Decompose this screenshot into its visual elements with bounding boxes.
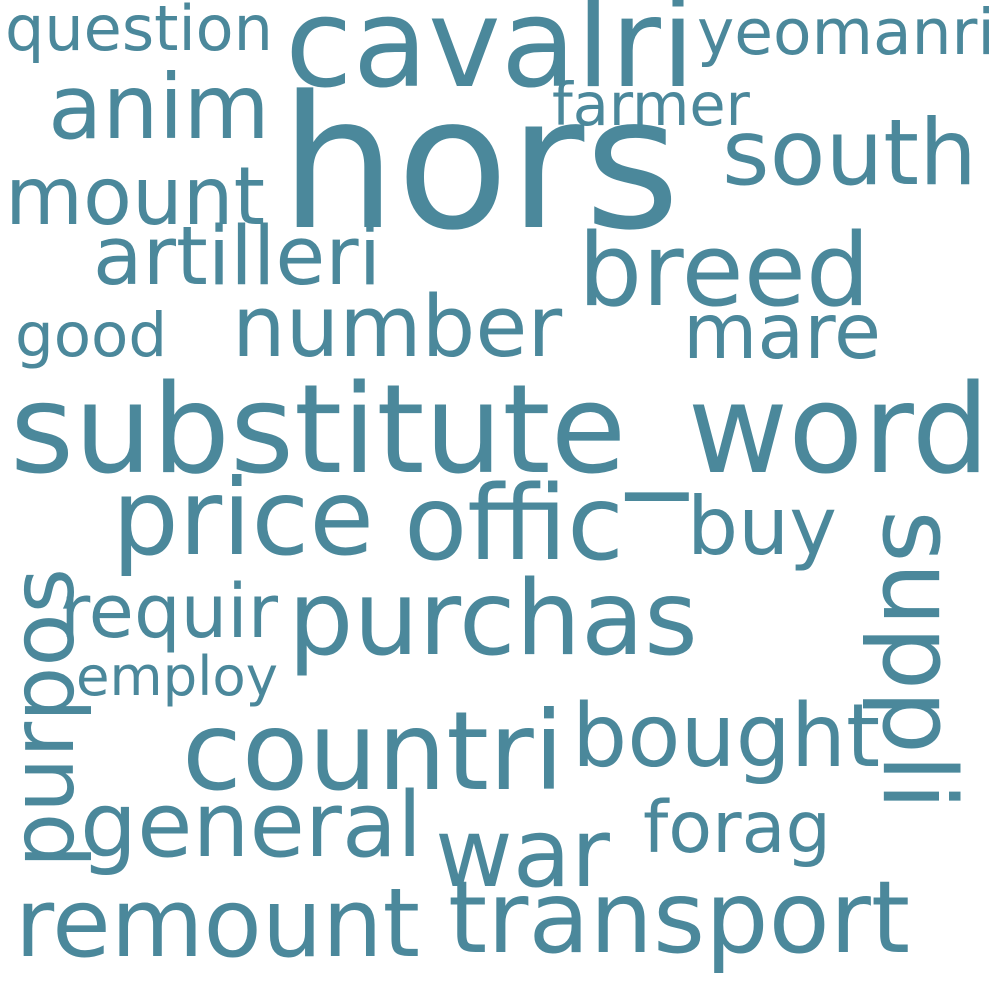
word-forag: forag (643, 784, 832, 869)
word-south: south (722, 98, 977, 206)
word-buy: buy (687, 480, 837, 575)
word-question: question (5, 0, 273, 65)
word-substitute-word: substitute_word (10, 357, 990, 501)
word-suppli: suppli (859, 510, 977, 811)
word-number: number (232, 277, 563, 377)
word-countri: countri (182, 687, 564, 815)
word-mount: mount (5, 150, 265, 244)
word-remount: remount (15, 869, 421, 980)
word-yeomanri: yeomanri (697, 0, 995, 70)
word-requir: requir (60, 570, 279, 656)
word-hors: hors (280, 57, 681, 272)
word-mare: mare (683, 287, 881, 377)
word-good: good (15, 299, 168, 371)
word-general: general (80, 773, 423, 878)
word-purchas: purchas (288, 559, 698, 680)
word-employ: employ (76, 643, 278, 708)
word-war: war (435, 799, 610, 910)
word-price: price (112, 455, 375, 579)
word-breed: breed (578, 210, 871, 329)
word-farmer: farmer (552, 69, 750, 139)
word-anim: anim (48, 55, 270, 159)
word-cavalri: cavalri (285, 0, 696, 116)
word-offic: offic (404, 464, 624, 585)
word-bought: bought (572, 684, 881, 787)
word-transport: transport (448, 859, 911, 976)
word-artilleri: artilleri (92, 209, 382, 304)
